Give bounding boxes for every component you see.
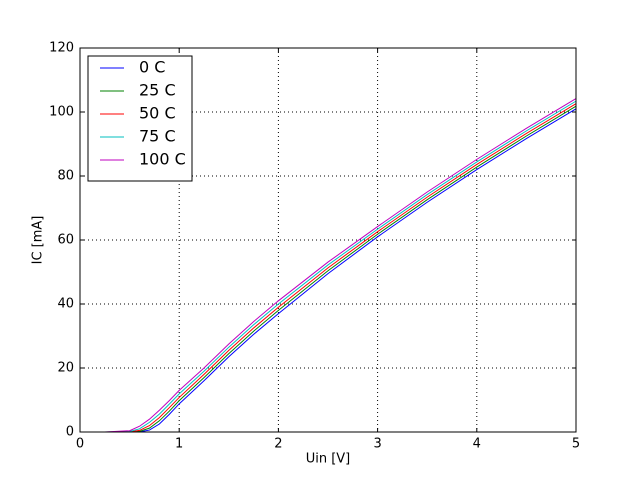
data-line <box>80 105 577 433</box>
legend-label: 50 C <box>139 104 176 123</box>
legend-label: 75 C <box>139 127 176 146</box>
y-tick-label: 0 <box>66 425 74 440</box>
legend-label: 25 C <box>139 81 176 100</box>
data-line <box>80 98 577 433</box>
data-line <box>80 100 577 433</box>
y-tick-label: 40 <box>57 297 74 312</box>
axes-frame <box>79 47 577 433</box>
x-tick-label: 4 <box>473 437 481 452</box>
x-tick-label: 3 <box>373 437 381 452</box>
legend-label: 100 C <box>139 150 186 169</box>
x-tick-label: 2 <box>274 437 282 452</box>
y-tick-label: 20 <box>57 361 74 376</box>
data-line <box>80 103 577 433</box>
legend-label: 0 C <box>139 58 165 77</box>
x-tick-label: 5 <box>572 437 580 452</box>
x-tick-label: 1 <box>175 437 183 452</box>
y-tick-label: 100 <box>49 105 74 120</box>
y-tick-label: 60 <box>57 233 74 248</box>
y-tick-label: 120 <box>49 41 74 56</box>
x-tick-label: 0 <box>76 437 84 452</box>
x-axis-label: Uin [V] <box>306 452 351 467</box>
y-tick-label: 80 <box>57 169 74 184</box>
y-axis-label: IC [mA] <box>31 216 46 265</box>
